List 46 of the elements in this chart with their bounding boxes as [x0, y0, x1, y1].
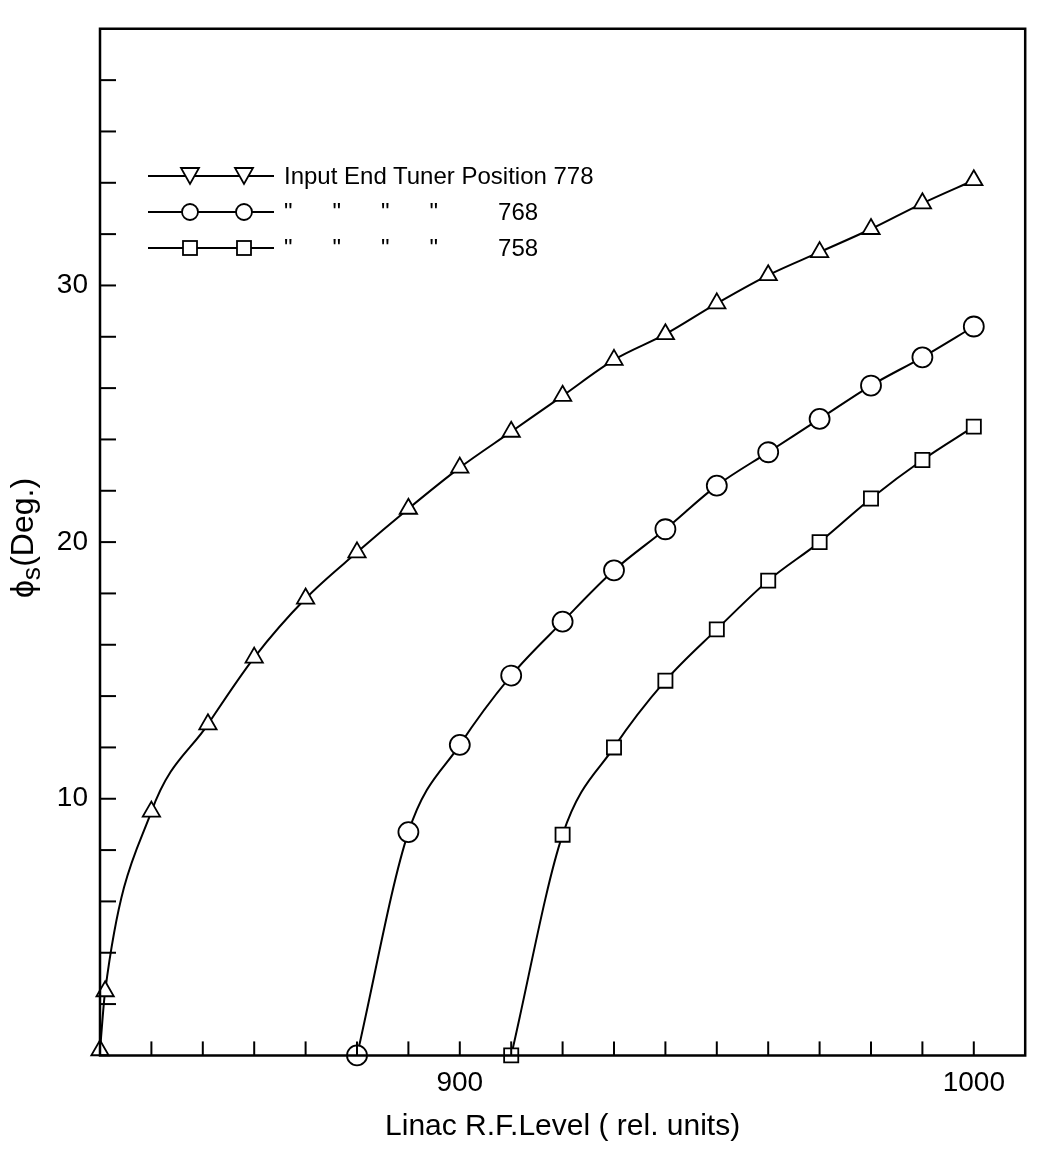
x-tick-label: 900 — [436, 1065, 484, 1097]
point — [398, 497, 418, 515]
point — [500, 664, 523, 687]
point — [757, 441, 780, 464]
point — [965, 418, 982, 435]
point — [860, 374, 882, 397]
point — [448, 733, 471, 756]
point — [397, 821, 420, 844]
point — [604, 348, 624, 366]
y-tick-label: 20 — [56, 524, 88, 556]
point — [705, 474, 728, 497]
point — [606, 739, 622, 756]
point — [244, 646, 264, 664]
point — [198, 713, 218, 731]
x-tick-label: 1000 — [942, 1065, 1005, 1097]
point — [501, 420, 521, 438]
point — [554, 826, 571, 843]
legend-label: " " " " 758 — [284, 234, 539, 262]
point — [296, 587, 316, 605]
point — [450, 456, 470, 474]
point — [603, 559, 625, 582]
point — [654, 518, 677, 541]
point — [551, 610, 574, 633]
point — [655, 323, 675, 341]
point — [808, 408, 831, 430]
legend-label: Input End Tuner Position 778 — [284, 162, 594, 190]
point — [914, 452, 931, 468]
point — [863, 490, 879, 507]
y-tick-label: 10 — [56, 781, 88, 813]
point — [964, 169, 984, 187]
point — [657, 672, 674, 689]
legend-label: " " " " 768 — [284, 198, 539, 226]
point — [911, 346, 934, 369]
point — [811, 534, 828, 551]
point — [347, 541, 367, 559]
point — [861, 218, 881, 235]
point — [760, 572, 777, 589]
point — [912, 192, 932, 210]
point — [810, 241, 830, 258]
point — [962, 315, 985, 338]
point — [708, 621, 725, 638]
point — [758, 264, 778, 282]
point — [553, 384, 573, 402]
x-axis-title: Linac R.F.Level ( rel. units) — [385, 1108, 741, 1142]
point — [707, 292, 727, 310]
y-tick-label: 30 — [56, 268, 88, 300]
